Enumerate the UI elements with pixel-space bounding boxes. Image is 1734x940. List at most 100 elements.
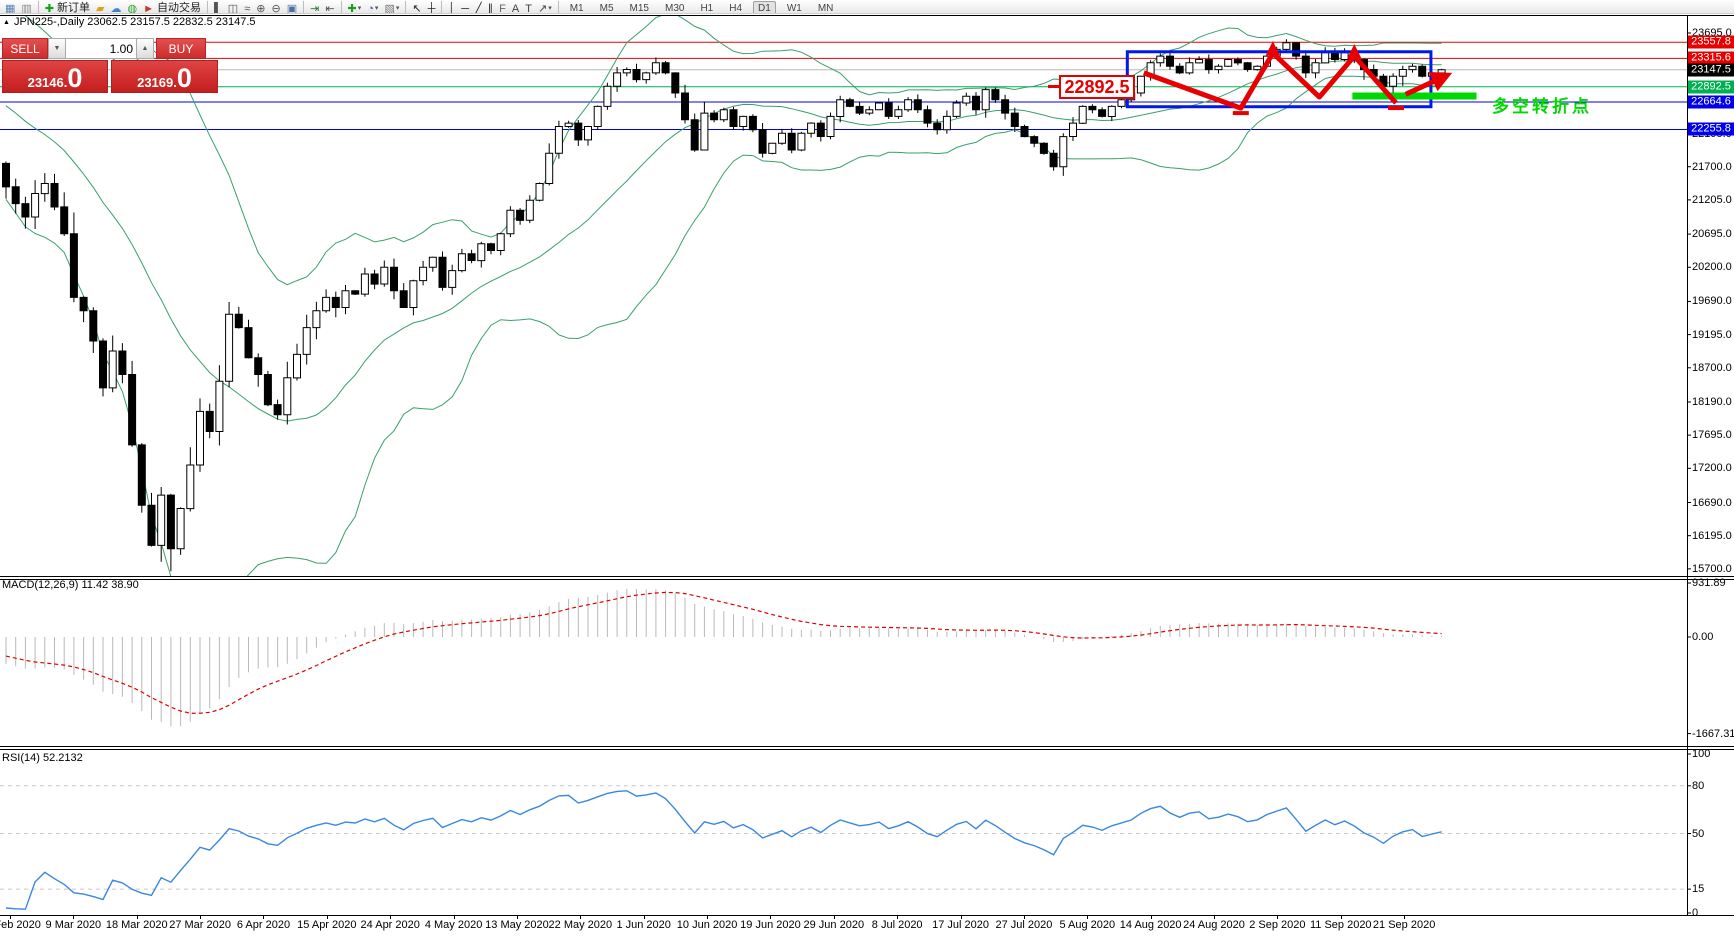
macd-separator-top[interactable] (0, 576, 1734, 577)
preview-icon[interactable]: ▥ (21, 3, 32, 14)
date-tick (643, 916, 645, 919)
date-tick (73, 916, 75, 919)
indicators-icon[interactable]: ✚ ▾ (347, 3, 362, 14)
date-label: 21 Sep 2020 (1372, 919, 1436, 931)
tf-H4[interactable]: H4 (729, 3, 743, 14)
buy-price[interactable]: 23169. 0 (111, 60, 218, 93)
toolbar: ▦ ▥ ✚ 新订单 ▰ ☁ ◍ ► 自动交易 ▌ ◫ ≈ ⊕ ⊖ ▣ ⇥ ⇤ ✚ ▾ ◔ ▾ ▧ ▾ ↖ ┼ │ ─ ╱ ∥ F A T ↗ ▾ M… (0, 0, 1734, 14)
tf-W1[interactable]: W1 (786, 3, 802, 14)
date-label: 8 Jul 2020 (871, 919, 923, 931)
trendline-icon[interactable]: ╱ (475, 3, 482, 14)
price-note-label[interactable]: 22892.5 (1059, 75, 1135, 99)
price-tick-21205: 21205.0 (1692, 193, 1732, 206)
breakout-arrow[interactable] (1404, 72, 1453, 97)
tf-M5[interactable]: M5 (599, 3, 614, 14)
chart-marker-icon: ▲ (3, 18, 10, 26)
candlestick-icon[interactable]: ◫ (227, 3, 239, 14)
community-icon[interactable]: ☁ (110, 3, 122, 14)
crosshair-icon[interactable]: ┼ (427, 3, 436, 14)
rsi-tick-50: 50 (1692, 827, 1705, 840)
macd-separator-bottom[interactable] (0, 579, 1734, 580)
drawn-annotations[interactable] (1125, 41, 1477, 116)
date-label: 19 Jun 2020 (740, 919, 801, 931)
date-label: 10 Jun 2020 (676, 919, 738, 931)
autoscroll-icon[interactable]: ⇥ (310, 3, 320, 14)
templates-icon[interactable]: ▧ ▾ (384, 3, 400, 14)
price-tick-16195: 16195.0 (1692, 529, 1732, 542)
cursor-icon[interactable]: ↖ (412, 3, 422, 14)
horizontal-line-icon[interactable]: ─ (461, 3, 470, 14)
bar-chart-icon[interactable]: ▌ (214, 3, 222, 14)
price-tick-18700: 18700.0 (1692, 361, 1732, 374)
price-label-23147.5: 23147.5 (1688, 63, 1734, 77)
autotrading-button[interactable]: ► 自动交易 (143, 2, 201, 14)
macd-histogram (5, 588, 1443, 727)
toolbar-separator (303, 1, 305, 13)
price-tick-17200: 17200.0 (1692, 462, 1732, 475)
date-tick (770, 916, 772, 919)
vertical-line-icon[interactable]: │ (448, 3, 456, 14)
price-tick-15700: 15700.0 (1692, 562, 1732, 575)
date-tick (1404, 916, 1406, 919)
volume-increase-button[interactable]: ▲ (136, 38, 154, 59)
date-label: 5 Aug 2020 (1059, 919, 1116, 931)
rsi-separator-top[interactable] (0, 746, 1734, 747)
zoom-in-icon[interactable]: ⊕ (256, 3, 266, 14)
chart-window-icon[interactable]: ▦ (5, 3, 16, 14)
arrows-icon[interactable]: ↗ ▾ (537, 3, 552, 14)
toolbar-separator (557, 1, 559, 13)
channel-icon[interactable]: ∥ (487, 3, 494, 14)
signals-icon[interactable]: ◍ (127, 3, 138, 14)
volume-decrease-button[interactable]: ▼ (48, 38, 66, 59)
sell-price-main: 23146. (27, 75, 68, 90)
price-label-22664.6: 22664.6 (1688, 95, 1734, 109)
support-note-text[interactable]: 多空转折点 (1492, 97, 1592, 116)
rsi-tick-100: 100 (1692, 748, 1711, 760)
axis-ticks (1687, 32, 1691, 914)
fibonacci-icon[interactable]: F (499, 3, 506, 14)
text-icon[interactable]: A (511, 3, 520, 14)
date-tick (263, 916, 265, 919)
date-tick (1023, 916, 1025, 919)
tf-M1[interactable]: M1 (569, 3, 584, 14)
line-chart-icon[interactable]: ≈ (244, 3, 251, 14)
price-label-22892.5: 22892.5 (1688, 80, 1734, 94)
periods-icon[interactable]: ◔ ▾ (367, 3, 379, 14)
sell-price[interactable]: 23146. 0 (2, 60, 108, 93)
rsi-indicator (0, 785, 1687, 910)
date-label: 11 Sep 2020 (1309, 919, 1372, 931)
price-tick-20695: 20695.0 (1692, 228, 1732, 241)
sell-button[interactable]: SELL (2, 38, 48, 59)
gold-icon[interactable]: ▰ (96, 3, 105, 14)
date-tick (580, 916, 582, 919)
label-icon[interactable]: T (525, 3, 532, 14)
macd-tick-931.89: 931.89 (1692, 577, 1726, 589)
rsi-separator-bottom[interactable] (0, 749, 1734, 750)
date-label: 2 Sep 2020 (1249, 919, 1306, 931)
tf-M30[interactable]: M30 (664, 3, 685, 14)
toolbar-separator (441, 1, 443, 13)
chart-title: ▲ JPN225-,Daily 23062.5 23157.5 22832.5 … (3, 16, 256, 28)
macd-label: MACD(12,26,9) 11.42 38.90 (2, 579, 139, 591)
price-tick-19690: 19690.0 (1692, 295, 1732, 308)
tile-windows-icon[interactable]: ▣ (286, 3, 298, 14)
zoom-out-icon[interactable]: ⊖ (271, 3, 281, 14)
sell-price-pips: 0 (67, 63, 83, 93)
price-tick-20200: 20200.0 (1692, 261, 1732, 274)
chart-shift-icon[interactable]: ⇤ (325, 3, 335, 14)
zigzag-path[interactable] (1142, 50, 1398, 111)
candlesticks (2, 39, 1446, 572)
date-tick (136, 916, 138, 919)
volume-input[interactable] (66, 38, 136, 59)
tf-M15[interactable]: M15 (629, 3, 649, 14)
price-tick-17695: 17695.0 (1692, 429, 1732, 442)
buy-button[interactable]: BUY (156, 38, 206, 59)
tf-H1[interactable]: H1 (700, 3, 714, 14)
rsi-line (5, 790, 1442, 910)
tf-D1[interactable]: D1 (750, 0, 779, 13)
date-label: 28 Feb 2020 (0, 919, 41, 931)
new-order-button[interactable]: ✚ 新订单 (44, 2, 91, 14)
tf-MN[interactable]: MN (817, 3, 834, 14)
macd-tick-0: 0.00 (1692, 631, 1714, 643)
